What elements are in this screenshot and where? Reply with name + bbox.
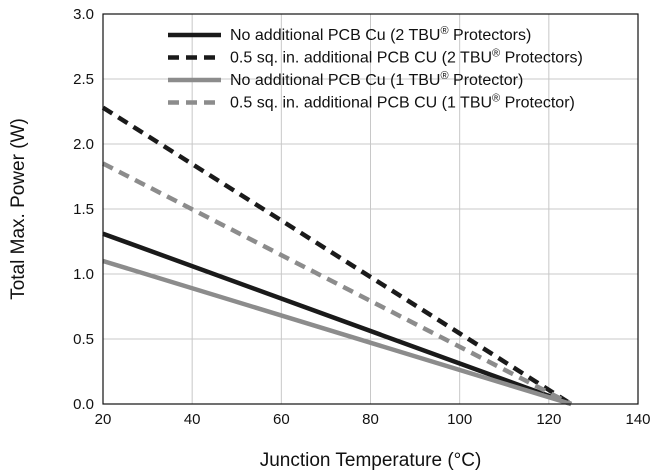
tick-labels: 20 40 60 80 100 120 140 0.0 0.5 1.0 1.5 2.0 2.5 3.0 [73, 6, 650, 428]
x-tick-label: 40 [184, 411, 201, 428]
legend-label-1: No additional PCB Cu (2 TBU® Protectors) [230, 25, 531, 44]
y-tick-label: 3.0 [73, 6, 94, 23]
legend: No additional PCB Cu (2 TBU® Protectors)… [168, 25, 583, 112]
x-tick-label: 140 [625, 411, 650, 428]
legend-label-3: No additional PCB Cu (1 TBU® Protector) [230, 70, 523, 89]
x-tick-label: 120 [536, 411, 561, 428]
series-lines [101, 105, 573, 407]
x-axis-title: Junction Temperature (°C) [260, 450, 482, 471]
y-tick-label: 1.5 [73, 201, 94, 218]
y-tick-label: 2.0 [73, 136, 94, 153]
y-axis-title: Total Max. Power (W) [8, 118, 29, 300]
x-tick-label: 80 [362, 411, 379, 428]
x-tick-label: 60 [273, 411, 290, 428]
legend-label-2: 0.5 sq. in. additional PCB CU (2 TBU® Pr… [230, 48, 583, 67]
series-line-2 [101, 105, 573, 406]
x-tick-label: 100 [447, 411, 472, 428]
series-line-1 [102, 231, 572, 407]
plot-frame [102, 13, 639, 405]
series-line-3 [102, 258, 572, 407]
legend-label-4: 0.5 sq. in. additional PCB CU (1 TBU® Pr… [230, 93, 575, 112]
y-tick-label: 0.5 [73, 331, 94, 348]
y-tick-label: 0.0 [73, 396, 94, 413]
x-tick-label: 20 [95, 411, 112, 428]
y-tick-label: 2.5 [73, 71, 94, 88]
y-tick-label: 1.0 [73, 266, 94, 283]
series-line-4 [101, 161, 573, 407]
